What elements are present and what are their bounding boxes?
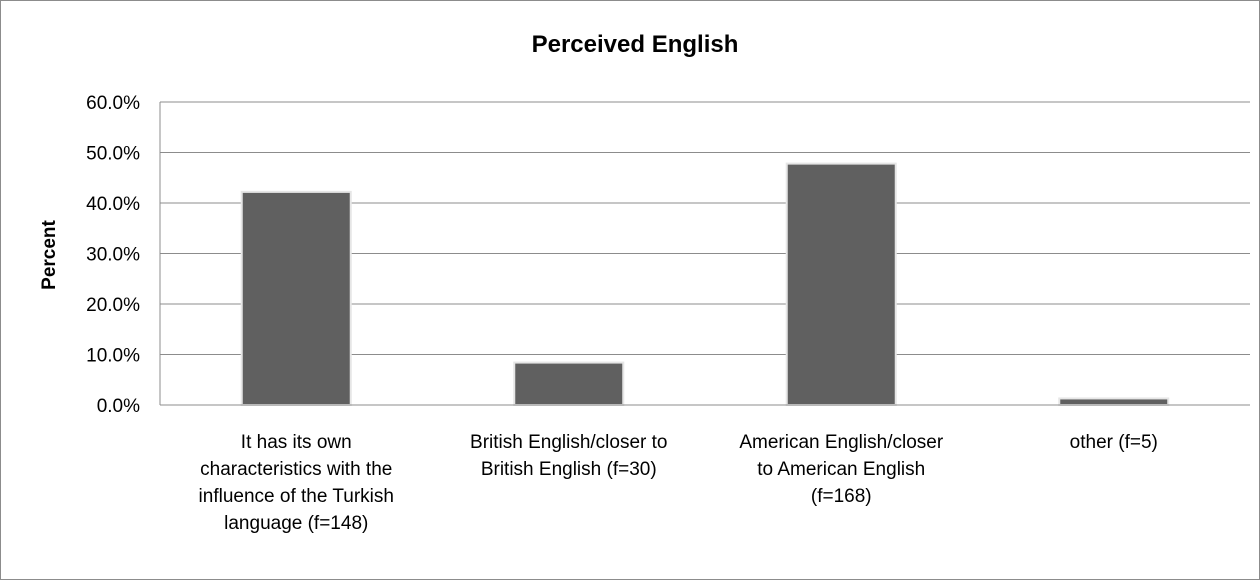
y-tick-label: 60.0% [86, 93, 140, 114]
y-tick-label: 20.0% [86, 295, 140, 316]
y-axis-ticks: 0.0% 10.0% 20.0% 30.0% 40.0% 50.0% 60.0% [86, 93, 140, 417]
bars [240, 162, 1170, 406]
y-axis-label: Percent [39, 219, 60, 289]
bar [513, 361, 625, 406]
category-label: It has its own characteristics with the in… [199, 432, 394, 534]
y-tick-label: 50.0% [86, 144, 140, 165]
category-label: British English/closer to British English… [470, 432, 667, 480]
bar [785, 162, 897, 406]
bar [240, 190, 352, 406]
y-tick-label: 30.0% [86, 245, 140, 266]
chart-title: Perceived English [532, 31, 739, 58]
y-tick-label: 0.0% [97, 396, 140, 417]
x-axis-categories: It has its own characteristics with the in… [199, 432, 1158, 534]
category-label: American English/closer to American Engli… [739, 432, 943, 507]
category-label: other (f=5) [1070, 432, 1158, 453]
y-tick-label: 40.0% [86, 194, 140, 215]
bar [1058, 397, 1170, 406]
y-tick-label: 10.0% [86, 346, 140, 367]
axes [159, 102, 1250, 406]
